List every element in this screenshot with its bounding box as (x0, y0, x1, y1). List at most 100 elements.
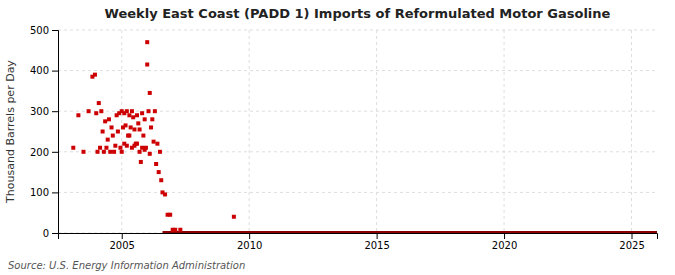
point (125, 144, 129, 148)
point (140, 111, 144, 115)
x-axis-line (59, 234, 658, 240)
point (145, 40, 149, 44)
y-axis-tick: 100 (30, 187, 58, 198)
y-axis-tick-mark (52, 233, 58, 234)
x-axis-tick-mark (504, 233, 505, 239)
y-axis: 0 100 200 300 400 500 (30, 25, 59, 239)
point (102, 150, 106, 154)
point (130, 109, 134, 113)
point (148, 91, 152, 95)
point (152, 140, 156, 144)
x-axis-tick-label: 2025 (619, 240, 644, 251)
marks (71, 40, 657, 232)
x-axis-tick: 2020 (492, 233, 517, 251)
point (150, 117, 154, 121)
point (71, 146, 75, 150)
point (143, 117, 147, 121)
point (94, 111, 98, 115)
x-axis-tick-mark (249, 233, 250, 239)
point (136, 121, 140, 125)
point (125, 109, 129, 113)
y-axis-tick-mark (52, 192, 58, 193)
point (132, 127, 136, 131)
x-axis-tick: 2015 (364, 233, 389, 251)
grid-line-x (249, 30, 250, 233)
point (149, 125, 153, 129)
point (99, 109, 103, 113)
point (76, 113, 80, 117)
point (124, 123, 128, 127)
y-axis-tick-label: 400 (30, 65, 49, 76)
point (112, 150, 116, 154)
point (108, 150, 112, 154)
point (135, 142, 139, 146)
point (163, 192, 167, 196)
point (178, 228, 182, 232)
x-axis-tick-label: 2015 (364, 240, 389, 251)
y-axis-line (52, 31, 59, 234)
point (148, 152, 152, 156)
y-axis-tick-mark (52, 111, 58, 112)
x-axis-tick-label: 2005 (109, 240, 134, 251)
points (71, 40, 236, 232)
point (131, 115, 135, 119)
y-axis-tick-label: 500 (30, 25, 49, 36)
y-axis-tick: 200 (30, 147, 58, 158)
point (97, 101, 101, 105)
point (129, 125, 133, 129)
point (96, 150, 100, 154)
point (103, 119, 107, 123)
x-axis-tick-mark (632, 233, 633, 239)
x-axis-tick: 2010 (237, 233, 262, 251)
y-axis-tick: 300 (30, 106, 58, 117)
point (93, 73, 97, 77)
point (138, 150, 142, 154)
point (155, 142, 159, 146)
point (159, 178, 163, 182)
point (154, 162, 158, 166)
y-axis-tick-mark (52, 152, 58, 153)
grid-line-x (121, 30, 122, 233)
point (127, 113, 131, 117)
x-axis: 2005 2010 2015 2020 2025 (59, 233, 658, 251)
grid (58, 30, 657, 233)
point (120, 150, 124, 154)
point (153, 109, 157, 113)
y-axis-tick-mark (52, 30, 58, 31)
point (110, 125, 114, 129)
chart: 200520102015202020250100200300400500Week… (0, 0, 675, 275)
grid-line-x (376, 30, 377, 233)
point (138, 127, 142, 131)
y-axis-tick-label: 300 (30, 106, 49, 117)
point (127, 134, 131, 138)
point (232, 215, 236, 219)
point (87, 109, 91, 113)
point (168, 213, 172, 217)
point (116, 130, 120, 134)
y-axis-tick: 0 (43, 228, 58, 239)
point (113, 144, 117, 148)
point (101, 130, 105, 134)
point (107, 117, 111, 121)
plot-area: 2005 2010 2015 2020 2025 0 100 200 300 400 500 (30, 25, 658, 251)
point (141, 134, 145, 138)
y-axis-tick-label: 0 (43, 228, 49, 239)
x-axis-tick-label: 2010 (237, 240, 262, 251)
x-axis-tick-mark (377, 233, 378, 239)
grid-line-y (58, 30, 657, 31)
point (145, 63, 149, 67)
line (163, 231, 657, 233)
y-axis-tick: 400 (30, 65, 58, 76)
point (146, 109, 150, 113)
grid-line-x (504, 30, 505, 233)
point (98, 146, 102, 150)
grid-line-y (58, 192, 657, 193)
x-axis-tick-mark (122, 233, 123, 239)
y-axis-tick-mark (52, 71, 58, 72)
y-axis-tick: 500 (30, 25, 58, 36)
point (104, 146, 108, 150)
x-axis-tick: 2025 (619, 233, 644, 251)
point (81, 150, 85, 154)
annotation: Source: U.S. Energy Information Administ… (8, 260, 245, 271)
point (139, 160, 143, 164)
